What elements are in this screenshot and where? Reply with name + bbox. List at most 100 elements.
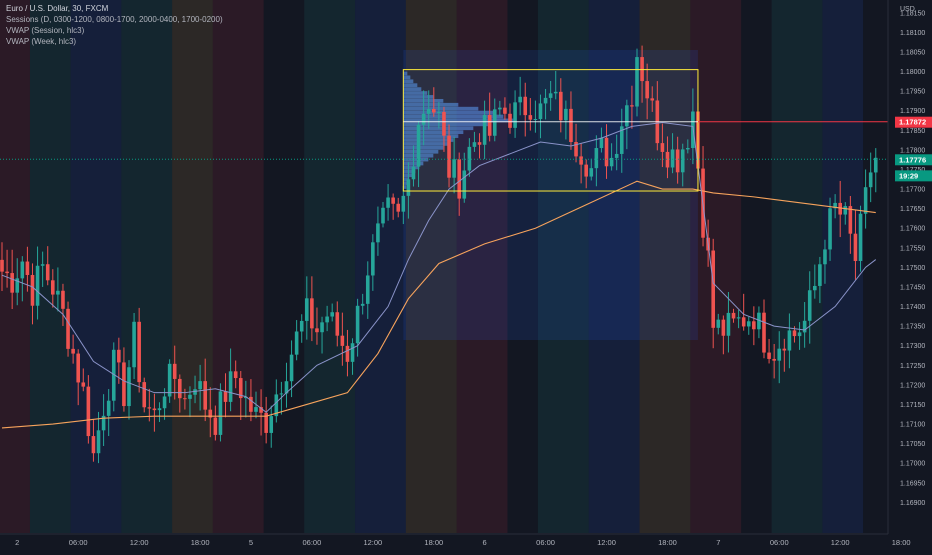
candle-body xyxy=(873,157,878,173)
candle xyxy=(416,120,421,188)
candle-body xyxy=(10,273,14,293)
candle xyxy=(350,338,355,375)
candle-body xyxy=(731,312,736,319)
candle xyxy=(401,185,406,225)
candle xyxy=(101,394,106,446)
session-band xyxy=(456,0,508,533)
candle xyxy=(315,307,319,345)
candle xyxy=(838,180,842,238)
candle xyxy=(228,348,233,412)
volume-profile-bar xyxy=(403,185,407,189)
candle xyxy=(772,343,776,379)
session-band xyxy=(822,0,864,533)
legend-vwap-week[interactable]: VWAP (Week, hlc3) xyxy=(6,37,77,46)
candle-body xyxy=(569,108,573,142)
candle-body xyxy=(716,319,721,328)
volume-profile-bar xyxy=(403,118,514,123)
y-tick-label: 1.18100 xyxy=(900,30,925,37)
candle-body xyxy=(426,109,431,114)
volume-profile-bar xyxy=(403,71,408,76)
candle-body xyxy=(777,348,782,361)
candle xyxy=(330,303,334,322)
volume-profile-bar xyxy=(403,110,494,115)
candle-body xyxy=(614,153,619,158)
candle xyxy=(818,256,822,304)
session-band xyxy=(537,0,589,533)
legend-vwap-session[interactable]: VWAP (Session, hlc3) xyxy=(6,26,85,35)
candle xyxy=(538,94,543,139)
candle-body xyxy=(421,113,426,125)
candle xyxy=(25,246,30,292)
candle-body xyxy=(782,348,787,351)
candle-body xyxy=(726,312,731,336)
candle xyxy=(787,313,792,369)
candle-body xyxy=(289,354,294,382)
candle xyxy=(5,249,9,288)
volume-profile-bar xyxy=(403,169,416,174)
candle-body xyxy=(863,187,868,214)
volume-profile-bar xyxy=(403,134,459,138)
candle-body xyxy=(640,57,644,82)
y-tick-label: 1.17500 xyxy=(900,265,925,272)
candle-body xyxy=(345,345,350,362)
candle-body xyxy=(416,124,421,167)
candle xyxy=(20,256,25,302)
candle xyxy=(452,136,456,194)
candle xyxy=(264,396,268,444)
x-tick-label: 18:00 xyxy=(424,538,443,547)
candle xyxy=(437,102,441,129)
candle xyxy=(122,347,126,412)
candle-body xyxy=(45,264,50,281)
candle-body xyxy=(564,108,568,121)
candle-body xyxy=(492,109,497,136)
session-band xyxy=(355,0,406,533)
candle-body xyxy=(238,378,243,399)
candle xyxy=(294,320,299,361)
candle xyxy=(635,48,639,117)
candle xyxy=(665,136,670,179)
x-tick-label: 2 xyxy=(15,538,19,547)
candle-body xyxy=(386,197,390,208)
candle xyxy=(746,316,751,335)
y-tick-label: 1.17300 xyxy=(900,343,925,350)
candle-body xyxy=(223,391,228,402)
candle-body xyxy=(442,112,446,136)
y-tick-label: 1.17100 xyxy=(900,422,925,429)
candle-body xyxy=(305,298,309,321)
candle-body xyxy=(371,242,375,276)
time-axis-bg xyxy=(0,534,932,550)
candle-body xyxy=(350,343,355,362)
volume-profile-bar xyxy=(403,173,413,178)
legend-sessions[interactable]: Sessions (D, 0300-1200, 0800-1700, 2000-… xyxy=(6,15,223,24)
candle xyxy=(863,169,868,229)
candle-body xyxy=(487,114,492,136)
candle xyxy=(432,87,436,117)
candle xyxy=(609,143,614,171)
x-tick-label: 12:00 xyxy=(597,538,616,547)
candle-body xyxy=(330,312,334,317)
price-label: 1.17872 xyxy=(899,118,926,127)
candle xyxy=(305,276,309,340)
candle xyxy=(726,291,731,353)
candle-body xyxy=(188,394,192,399)
candle xyxy=(223,373,228,418)
x-tick-label: 18:00 xyxy=(892,538,911,547)
x-tick-label: 12:00 xyxy=(831,538,850,547)
candle-body xyxy=(147,407,152,409)
candle xyxy=(604,124,609,179)
candle-body xyxy=(477,142,482,145)
volume-profile-bar xyxy=(403,75,411,80)
candle xyxy=(594,135,599,187)
x-tick-label: 06:00 xyxy=(69,538,88,547)
legend-symbol[interactable]: Euro / U.S. Dollar, 30, FXCM xyxy=(6,4,109,13)
candle xyxy=(142,377,147,413)
candle-body xyxy=(462,170,467,199)
candle xyxy=(386,184,390,221)
candle-body xyxy=(523,96,528,116)
candle xyxy=(660,123,665,168)
session-band xyxy=(172,0,213,533)
